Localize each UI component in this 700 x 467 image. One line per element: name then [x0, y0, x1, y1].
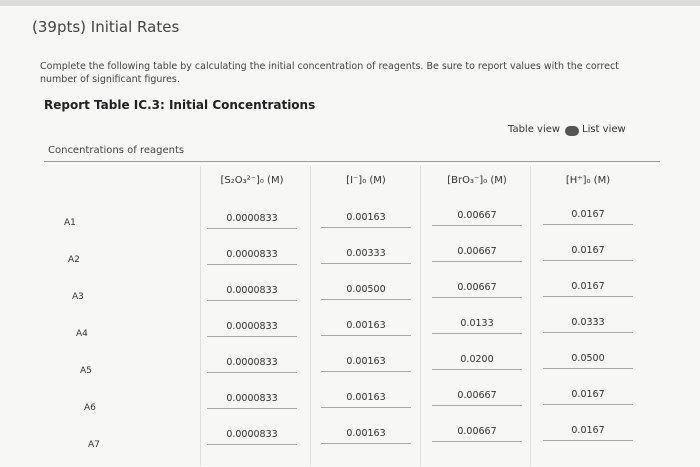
row-label: A2: [68, 255, 80, 265]
input-underline: [543, 403, 633, 405]
cell-value[interactable]: 0.0000833: [226, 429, 278, 440]
row-label: A7: [88, 440, 100, 450]
column-divider: [200, 166, 201, 466]
page: (39pts) Initial Rates Complete the follo…: [0, 6, 700, 467]
input-underline: [321, 442, 411, 444]
row-label: A4: [76, 329, 88, 339]
cell-value[interactable]: 0.00333: [346, 247, 386, 259]
input-underline: [543, 259, 633, 261]
column-divider: [310, 166, 311, 466]
input-underline: [207, 228, 297, 229]
input-underline: [432, 225, 522, 226]
divider: [44, 161, 660, 162]
cell-value[interactable]: 0.0133: [460, 318, 494, 329]
table-view-toggle[interactable]: Table view: [508, 124, 561, 135]
input-underline: [432, 333, 522, 334]
cell-value[interactable]: 0.00667: [457, 246, 497, 257]
column-header: [I⁻]₀ (M): [346, 175, 386, 186]
input-underline: [432, 261, 522, 262]
column-divider: [530, 166, 531, 466]
cell-value[interactable]: 0.00163: [346, 319, 386, 331]
cell-value[interactable]: 0.00163: [346, 391, 386, 403]
cell-value[interactable]: 0.0000833: [226, 393, 278, 404]
input-underline: [543, 223, 633, 225]
cell-value[interactable]: 0.00667: [457, 210, 497, 221]
table-caption: Concentrations of reagents: [48, 145, 185, 156]
input-underline: [543, 439, 633, 441]
cell-value[interactable]: 0.0333: [571, 316, 605, 328]
cell-value[interactable]: 0.0167: [571, 280, 605, 292]
toggle-switch[interactable]: [565, 126, 579, 136]
cell-value[interactable]: 0.00163: [346, 211, 386, 223]
input-underline: [543, 367, 633, 369]
input-underline: [543, 331, 633, 333]
input-underline: [321, 334, 411, 336]
input-underline: [207, 264, 297, 265]
row-label: A1: [64, 218, 76, 228]
cell-value[interactable]: 0.0167: [571, 388, 605, 400]
input-underline: [207, 372, 297, 373]
cell-value[interactable]: 0.00667: [457, 390, 497, 401]
input-underline: [432, 369, 522, 370]
input-underline: [321, 370, 411, 372]
column-header: [H⁺]₀ (M): [565, 175, 611, 186]
cell-value[interactable]: 0.0000833: [226, 213, 278, 224]
cell-value[interactable]: 0.0167: [571, 244, 605, 256]
cell-value[interactable]: 0.0000833: [226, 249, 278, 260]
input-underline: [207, 336, 297, 337]
row-label: A6: [84, 403, 96, 413]
cell-value[interactable]: 0.0000833: [226, 357, 278, 368]
cell-value[interactable]: 0.00667: [457, 426, 497, 437]
input-underline: [207, 408, 297, 409]
cell-value[interactable]: 0.0167: [571, 208, 605, 220]
column-header: [S₂O₃²⁻]₀ (M): [220, 175, 284, 186]
input-underline: [432, 405, 522, 406]
cell-value[interactable]: 0.0167: [571, 424, 605, 436]
cell-value[interactable]: 0.00163: [346, 355, 386, 367]
cell-value[interactable]: 0.00667: [457, 282, 497, 293]
page-title: (39pts) Initial Rates: [32, 18, 180, 36]
cell-value[interactable]: 0.0000833: [226, 285, 278, 296]
input-underline: [207, 300, 297, 301]
input-underline: [321, 262, 411, 264]
column-header: [BrO₃⁻]₀ (M): [447, 175, 507, 186]
input-underline: [543, 295, 633, 297]
input-underline: [321, 298, 411, 300]
cell-value[interactable]: 0.0000833: [226, 321, 278, 332]
instructions: Complete the following table by calculat…: [40, 61, 619, 85]
column-divider: [420, 166, 421, 466]
table-title: Report Table IC.3: Initial Concentration…: [44, 98, 316, 112]
input-underline: [321, 226, 411, 228]
cell-value[interactable]: 0.0200: [460, 354, 494, 365]
input-underline: [207, 444, 297, 445]
input-underline: [321, 406, 411, 408]
list-view-toggle[interactable]: List view: [582, 124, 626, 135]
row-label: A3: [72, 292, 84, 302]
cell-value[interactable]: 0.00163: [346, 427, 386, 439]
input-underline: [432, 297, 522, 298]
input-underline: [432, 441, 522, 442]
cell-value[interactable]: 0.0500: [571, 352, 605, 364]
row-label: A5: [80, 366, 92, 376]
cell-value[interactable]: 0.00500: [346, 283, 386, 295]
